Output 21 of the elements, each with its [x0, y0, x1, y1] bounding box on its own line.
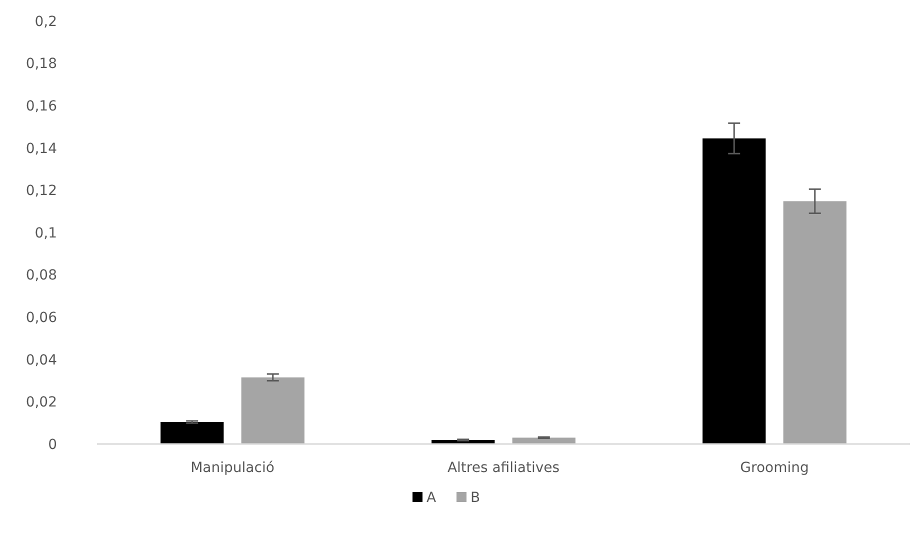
- bar: [702, 138, 766, 444]
- y-tick-label: 0,14: [26, 140, 58, 157]
- y-tick-label: 0: [48, 436, 57, 453]
- y-tick-label: 0,04: [26, 352, 58, 368]
- y-tick-label: 0,18: [26, 56, 57, 72]
- legend-label: B: [470, 490, 480, 506]
- x-tick-label: Altres afiliatives: [447, 460, 560, 476]
- x-tick-label: Grooming: [740, 460, 809, 476]
- y-tick-label: 0,06: [26, 310, 58, 326]
- y-tick-label: 0,1: [34, 225, 57, 242]
- bar: [783, 201, 846, 444]
- legend-label: A: [426, 490, 436, 506]
- x-tick-label: Manipulació: [190, 460, 274, 476]
- y-tick-label: 0,12: [26, 183, 57, 200]
- bar: [160, 422, 224, 444]
- bar: [241, 377, 304, 444]
- y-tick-label: 0,16: [26, 98, 58, 114]
- y-tick-label: 0,2: [34, 14, 57, 30]
- bar: [512, 438, 576, 444]
- y-tick-label: 0,08: [26, 268, 57, 284]
- y-tick-label: 0,02: [26, 394, 57, 411]
